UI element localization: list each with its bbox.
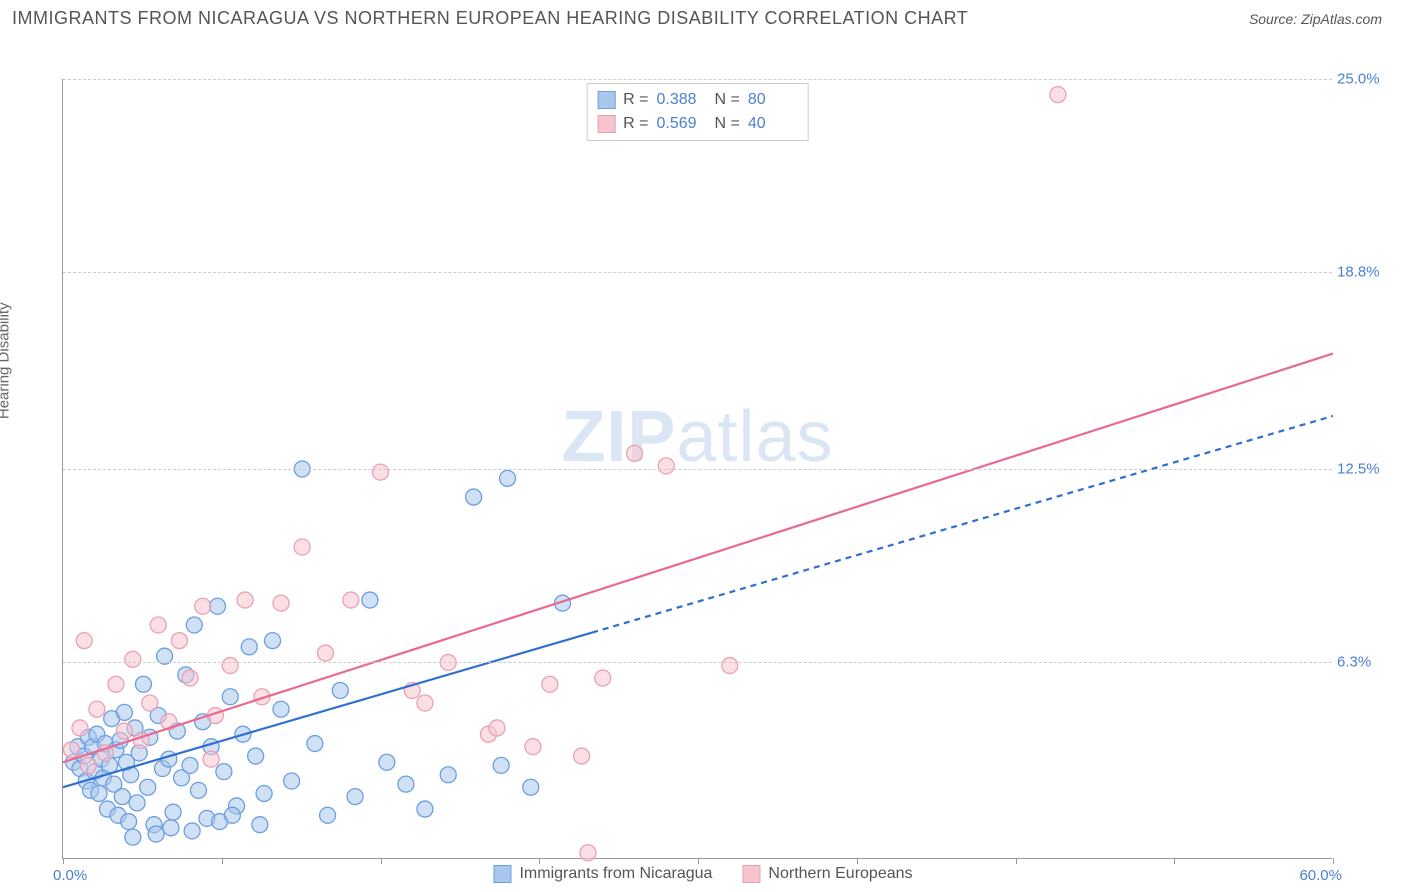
y-axis-label: Hearing Disability <box>0 302 13 419</box>
r-label: R = <box>623 88 648 112</box>
legend-bottom: Immigrants from Nicaragua Northern Europ… <box>493 865 912 883</box>
legend-top: R = 0.388 N = 80 R = 0.569 N = 40 <box>586 83 809 141</box>
swatch-icon <box>742 865 760 883</box>
legend-top-row-0: R = 0.388 N = 80 <box>597 88 798 112</box>
y-tick-label: 25.0% <box>1337 71 1392 88</box>
legend-label: Northern Europeans <box>768 865 912 883</box>
header: IMMIGRANTS FROM NICARAGUA VS NORTHERN EU… <box>0 0 1406 33</box>
y-tick-label: 18.8% <box>1337 264 1392 281</box>
plot-area: ZIPatlas R = 0.388 N = 80 R = 0.569 N = … <box>62 79 1332 859</box>
legend-top-row-1: R = 0.569 N = 40 <box>597 112 798 136</box>
legend-label: Immigrants from Nicaragua <box>519 865 712 883</box>
n-label: N = <box>715 88 740 112</box>
r-value: 0.388 <box>657 88 707 112</box>
n-value: 40 <box>748 112 798 136</box>
legend-item-0: Immigrants from Nicaragua <box>493 865 712 883</box>
legend-item-1: Northern Europeans <box>742 865 912 883</box>
n-value: 80 <box>748 88 798 112</box>
source-label: Source: <box>1249 11 1301 27</box>
source-value: ZipAtlas.com <box>1301 11 1382 27</box>
swatch-icon <box>493 865 511 883</box>
x-tick-label: 60.0% <box>1299 867 1342 884</box>
r-label: R = <box>623 112 648 136</box>
y-tick-label: 12.5% <box>1337 461 1392 478</box>
r-value: 0.569 <box>657 112 707 136</box>
swatch-icon <box>597 91 615 109</box>
y-tick-label: 6.3% <box>1337 654 1392 671</box>
n-label: N = <box>715 112 740 136</box>
source: Source: ZipAtlas.com <box>1249 11 1382 27</box>
x-tick-label: 0.0% <box>53 867 87 884</box>
chart-title: IMMIGRANTS FROM NICARAGUA VS NORTHERN EU… <box>12 8 968 29</box>
swatch-icon <box>597 115 615 133</box>
